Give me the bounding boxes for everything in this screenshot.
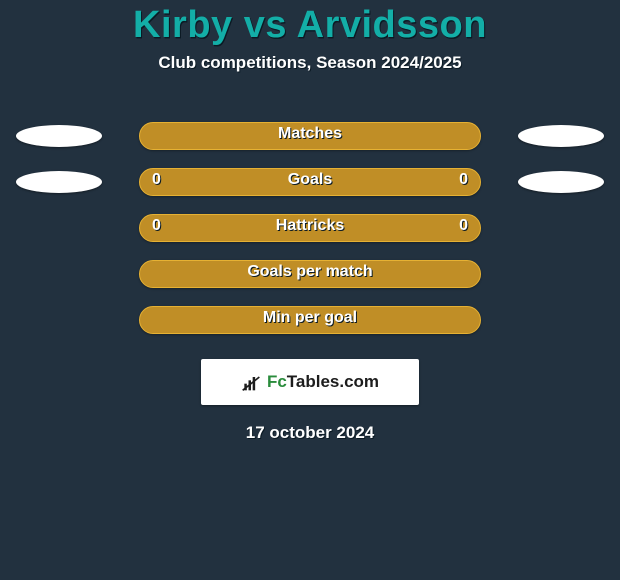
stat-label: Matches (278, 125, 342, 143)
page-subtitle: Club competitions, Season 2024/2025 (0, 53, 620, 73)
stat-row-goals-per-match: Goals per match (0, 251, 620, 297)
stat-label: Min per goal (263, 309, 357, 327)
player-left-marker (16, 171, 102, 193)
stat-label: Hattricks (276, 217, 344, 235)
stat-left-value: 0 (152, 217, 161, 235)
stat-right-value: 0 (459, 217, 468, 235)
stat-row-min-per-goal: Min per goal (0, 297, 620, 343)
stat-bar: 0 Hattricks 0 (139, 214, 481, 242)
branding-text: FcTables.com (267, 372, 379, 392)
stat-label: Goals (288, 171, 332, 189)
player-right-marker (518, 125, 604, 147)
player-left-marker (16, 125, 102, 147)
comparison-card: Kirby vs Arvidsson Club competitions, Se… (0, 0, 620, 580)
stat-bar: Goals per match (139, 260, 481, 288)
player-right-marker (518, 171, 604, 193)
stat-row-matches: Matches (0, 113, 620, 159)
stat-bar: Matches (139, 122, 481, 150)
footer-date: 17 october 2024 (0, 423, 620, 443)
stat-right-value: 0 (459, 171, 468, 189)
stat-left-value: 0 (152, 171, 161, 189)
stat-bar: Min per goal (139, 306, 481, 334)
branding-suffix: Tables.com (287, 372, 379, 391)
branding-card[interactable]: FcTables.com (201, 359, 419, 405)
bar-chart-icon (241, 372, 261, 392)
page-title: Kirby vs Arvidsson (0, 4, 620, 47)
stat-row-hattricks: 0 Hattricks 0 (0, 205, 620, 251)
stat-row-goals: 0 Goals 0 (0, 159, 620, 205)
branding-prefix: Fc (267, 372, 287, 391)
stat-label: Goals per match (247, 263, 372, 281)
stat-bar: 0 Goals 0 (139, 168, 481, 196)
stat-rows: Matches 0 Goals 0 0 Hattricks 0 (0, 113, 620, 343)
